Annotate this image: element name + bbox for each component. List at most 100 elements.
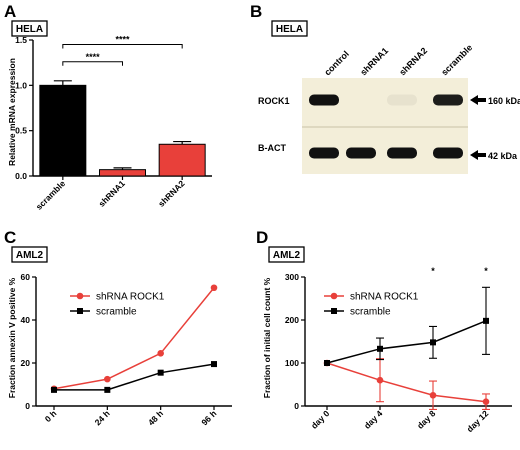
panel-d: D AML2 Fraction of initial cell count % … bbox=[256, 228, 512, 434]
blot-bands bbox=[309, 94, 463, 159]
y-tick-label: 0 bbox=[294, 401, 299, 411]
series-line bbox=[326, 362, 487, 403]
legend-label: shRNA ROCK1 bbox=[96, 292, 165, 303]
bar bbox=[39, 84, 87, 177]
bar bbox=[158, 143, 206, 177]
y-tick-label: 0.5 bbox=[15, 126, 27, 136]
y-tick-label: 40 bbox=[21, 315, 31, 325]
y-tick-label: 20 bbox=[21, 358, 31, 368]
blot-membrane bbox=[302, 78, 468, 174]
blot-band bbox=[309, 147, 339, 159]
series-line bbox=[54, 363, 215, 391]
arrow-left-icon bbox=[470, 150, 486, 160]
x-tick-label: day 4 bbox=[362, 408, 385, 431]
blot-row-label-bact: B-ACT bbox=[258, 143, 286, 153]
significance-bracket bbox=[62, 61, 123, 66]
legend-label: scramble bbox=[96, 307, 137, 318]
blot-lane-label: control bbox=[322, 49, 351, 78]
data-point bbox=[482, 398, 490, 406]
panel-b: B HELA control shRNA1 shRNA2 scramble RO… bbox=[250, 2, 520, 174]
data-point bbox=[157, 369, 164, 376]
panel-a-plot: 0.0 0.5 1.0 1.5 scramble shRNA1 shRNA2 **** **** bbox=[15, 35, 212, 212]
blot-band bbox=[346, 147, 376, 159]
data-point bbox=[324, 360, 330, 366]
panel-b-cell-box bbox=[271, 20, 308, 37]
y-tick-label: 1.0 bbox=[15, 80, 27, 90]
data-point bbox=[429, 391, 437, 399]
data-point bbox=[377, 345, 383, 352]
y-tick-label: 100 bbox=[285, 358, 299, 368]
legend-marker bbox=[331, 308, 337, 314]
y-tick-label: 1.5 bbox=[15, 35, 27, 45]
panel-c-plot: 0 20 40 60 0 h 24 h 48 h 96 h shRNA ROCK1 scrambl… bbox=[21, 272, 232, 427]
data-point bbox=[376, 376, 384, 384]
series-line bbox=[326, 320, 487, 364]
data-point bbox=[483, 317, 489, 324]
panel-d-cell-box bbox=[268, 246, 305, 263]
x-tick-label: 48 h bbox=[146, 408, 165, 427]
blot-band bbox=[433, 94, 463, 106]
y-tick-label: 60 bbox=[21, 272, 31, 282]
legend-marker bbox=[77, 308, 83, 314]
data-point bbox=[51, 386, 57, 393]
legend-label: scramble bbox=[350, 307, 391, 318]
blot-band bbox=[433, 147, 463, 159]
y-tick-label: 200 bbox=[285, 315, 299, 325]
data-point bbox=[211, 361, 217, 368]
panel-a-cell-box bbox=[11, 20, 48, 37]
blot-lane-label: scramble bbox=[439, 42, 474, 77]
panel-a: A HELA Relative mRNA expression 0.0 0.5 1.… bbox=[4, 2, 212, 212]
significance-star: * bbox=[484, 266, 488, 276]
x-tick-label: day 0 bbox=[309, 408, 332, 431]
panel-c: C AML2 Fraction annexin V positive % 0 20… bbox=[4, 228, 232, 427]
significance-label: **** bbox=[115, 35, 130, 45]
data-point bbox=[104, 386, 111, 393]
arrow-left-icon bbox=[470, 95, 486, 105]
y-tick-label: 300 bbox=[285, 272, 299, 282]
x-tick-label: day 12 bbox=[465, 408, 491, 434]
x-tick-label: day 8 bbox=[415, 408, 438, 431]
blot-band bbox=[387, 147, 417, 159]
panel-c-letter: C bbox=[4, 228, 16, 247]
panel-d-letter: D bbox=[256, 228, 268, 247]
blot-size-42: 42 kDa bbox=[488, 151, 518, 161]
panel-a-letter: A bbox=[4, 2, 16, 21]
significance-star: * bbox=[431, 266, 435, 276]
significance-bracket bbox=[62, 44, 183, 49]
x-tick-label: shRNA1 bbox=[96, 178, 127, 209]
legend-marker bbox=[330, 292, 338, 300]
panel-d-cell-label: AML2 bbox=[273, 250, 301, 261]
legend-marker bbox=[76, 292, 84, 300]
series-line bbox=[53, 287, 215, 390]
panel-c-cell-label: AML2 bbox=[16, 250, 44, 261]
x-tick-label: scramble bbox=[34, 178, 68, 212]
blot-row-label-rock1: ROCK1 bbox=[258, 96, 290, 106]
legend-label: shRNA ROCK1 bbox=[350, 292, 419, 303]
data-point bbox=[430, 339, 436, 346]
x-tick-label: shRNA2 bbox=[156, 178, 187, 209]
panel-d-ylabel: Fraction of initial cell count % bbox=[262, 277, 272, 398]
bar bbox=[99, 169, 146, 177]
data-point bbox=[210, 284, 218, 292]
panel-d-plot: 0 100 200 300 day 0 day 4 day 8 day 12 shRNA ROC… bbox=[285, 266, 512, 434]
blot-band bbox=[387, 94, 417, 106]
data-point bbox=[157, 350, 164, 357]
panel-a-ylabel: Relative mRNA expression bbox=[7, 58, 17, 166]
blot-lane-label: shRNA1 bbox=[358, 46, 390, 78]
x-tick-label: 0 h bbox=[43, 408, 59, 424]
data-point bbox=[104, 375, 111, 383]
panel-c-cell-box bbox=[11, 246, 48, 263]
y-tick-label: 0 bbox=[25, 401, 30, 411]
panel-b-cell-label: HELA bbox=[276, 24, 303, 35]
blot-band bbox=[309, 94, 339, 106]
blot-lane-label: shRNA2 bbox=[397, 46, 429, 78]
x-tick-label: 24 h bbox=[93, 408, 112, 427]
panel-b-letter: B bbox=[250, 2, 262, 21]
panel-a-cell-label: HELA bbox=[16, 24, 43, 35]
significance-label: **** bbox=[86, 52, 101, 62]
y-tick-label: 0.0 bbox=[15, 171, 27, 181]
x-tick-label: 96 h bbox=[199, 408, 218, 427]
blot-size-160: 160 kDa bbox=[488, 96, 520, 106]
panel-c-ylabel: Fraction annexin V positive % bbox=[7, 277, 17, 398]
